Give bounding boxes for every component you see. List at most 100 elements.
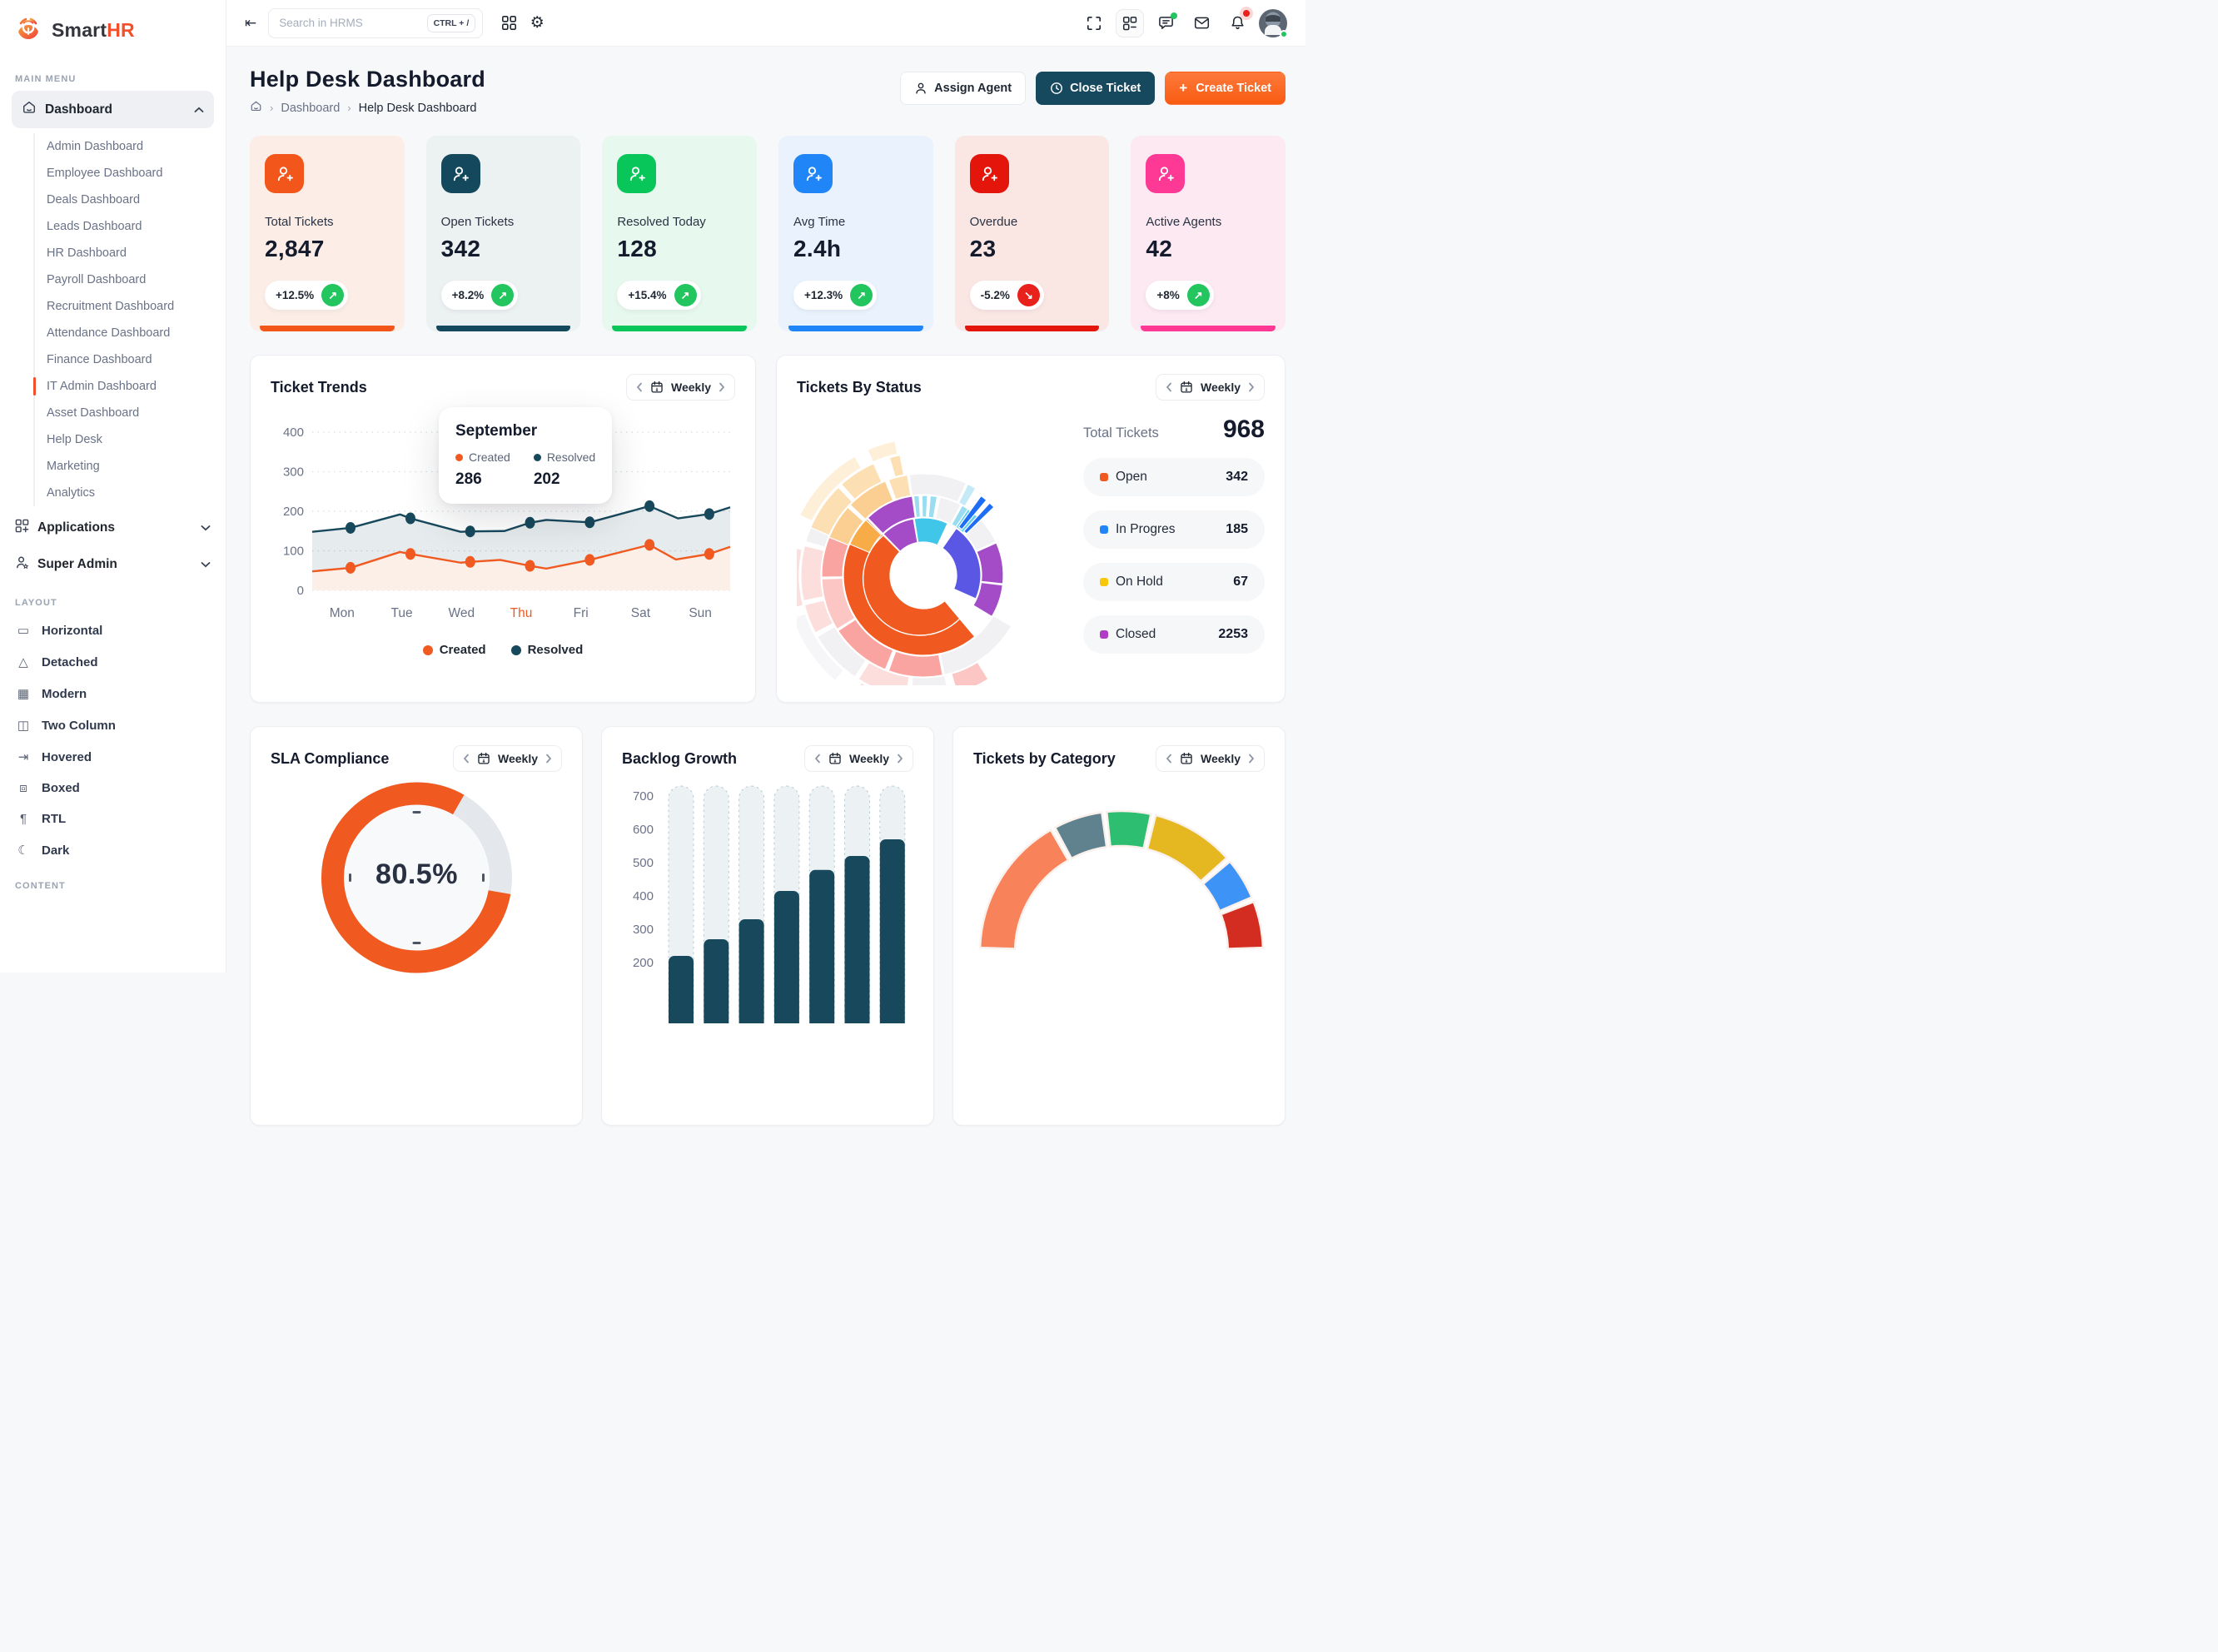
chevron-left-icon[interactable] bbox=[1166, 754, 1172, 764]
sidebar-item-two-column[interactable]: ◫ Two Column bbox=[0, 709, 226, 741]
sidebar-item-finance-dashboard[interactable]: Finance Dashboard bbox=[47, 353, 152, 366]
breadcrumb-home-icon[interactable] bbox=[250, 100, 262, 116]
chevron-left-icon[interactable] bbox=[1166, 382, 1172, 392]
sidebar-item-dark[interactable]: ☾ Dark bbox=[0, 834, 226, 866]
chat-icon[interactable] bbox=[1151, 9, 1180, 37]
trend-up-icon: ↗ bbox=[1186, 284, 1210, 306]
chevron-left-icon[interactable] bbox=[463, 754, 470, 764]
sidebar-collapse-icon[interactable]: ⇤ bbox=[245, 14, 257, 31]
breadcrumb-separator: › bbox=[270, 102, 274, 114]
category-gauge-chart bbox=[978, 809, 1265, 950]
chevron-right-icon[interactable] bbox=[719, 382, 725, 392]
period-selector-status[interactable]: Weekly bbox=[1156, 374, 1265, 401]
total-tickets-label: Total Tickets bbox=[1083, 425, 1159, 440]
total-tickets-value: 968 bbox=[1222, 415, 1265, 443]
card-title: Backlog Growth bbox=[622, 749, 738, 767]
trend-badge: +15.4% ↗ bbox=[617, 281, 701, 310]
horizontal-layout-icon: ▭ bbox=[17, 624, 30, 638]
brand-logo[interactable]: SmartHR bbox=[0, 0, 226, 59]
tickets-by-status-card: Tickets By Status Weekly Total Tickets 9… bbox=[776, 355, 1286, 703]
chevron-right-icon[interactable] bbox=[897, 754, 903, 764]
svg-text:700: 700 bbox=[633, 789, 654, 804]
sidebar-item-admin-dashboard[interactable]: Admin Dashboard bbox=[47, 140, 144, 153]
chevron-right-icon[interactable] bbox=[1248, 382, 1255, 392]
sidebar-item-payroll-dashboard[interactable]: Payroll Dashboard bbox=[47, 273, 147, 286]
plus-icon: + bbox=[1179, 80, 1188, 96]
ticket-trends-card: Ticket Trends Weekly 400 300 200 100 0 Mon Tue… bbox=[250, 355, 756, 703]
sidebar-item-super-admin[interactable]: Super Admin bbox=[0, 546, 226, 583]
sidebar-item-marketing[interactable]: Marketing bbox=[47, 460, 100, 473]
search-input[interactable] bbox=[279, 17, 427, 29]
sidebar-item-dashboard[interactable]: Dashboard bbox=[12, 91, 214, 128]
dashboard-layout-icon[interactable] bbox=[1116, 8, 1144, 37]
two-column-layout-icon: ◫ bbox=[17, 719, 30, 733]
chevron-left-icon[interactable] bbox=[636, 382, 643, 392]
sidebar-item-detached[interactable]: △ Detached bbox=[0, 646, 226, 678]
card-title: Tickets by Category bbox=[973, 749, 1116, 767]
dark-mode-icon: ☾ bbox=[17, 843, 29, 858]
create-ticket-button[interactable]: + Create Ticket bbox=[1165, 72, 1286, 105]
chevron-right-icon[interactable] bbox=[545, 754, 552, 764]
assign-agent-button[interactable]: Assign Agent bbox=[900, 72, 1027, 105]
user-plus-icon bbox=[1146, 154, 1186, 193]
sidebar-item-recruitment-dashboard[interactable]: Recruitment Dashboard bbox=[47, 300, 175, 313]
sidebar-item-hr-dashboard[interactable]: HR Dashboard bbox=[47, 246, 127, 260]
sidebar-item-applications[interactable]: Applications bbox=[0, 510, 226, 546]
period-selector-backlog[interactable]: Weekly bbox=[804, 745, 913, 772]
svg-text:300: 300 bbox=[283, 465, 304, 480]
svg-text:200: 200 bbox=[283, 505, 304, 519]
sidebar-item-asset-dashboard[interactable]: Asset Dashboard bbox=[47, 406, 140, 420]
sidebar-item-boxed[interactable]: ⧈ Boxed bbox=[0, 773, 226, 804]
sidebar-item-deals-dashboard[interactable]: Deals Dashboard bbox=[47, 193, 141, 206]
backlog-bar-chart: 700 600 500 400 300 200 bbox=[633, 785, 906, 1023]
user-plus-icon bbox=[617, 154, 657, 193]
topbar: ⇤ CTRL + / ⚙ bbox=[226, 0, 1305, 47]
apps-grid-icon[interactable] bbox=[495, 9, 523, 37]
charts-row: Ticket Trends Weekly 400 300 200 100 0 Mon Tue… bbox=[250, 355, 1286, 703]
chevron-left-icon[interactable] bbox=[814, 754, 821, 764]
notification-dot bbox=[1243, 9, 1250, 17]
svg-text:Sun: Sun bbox=[689, 606, 712, 620]
status-sunburst-chart bbox=[797, 440, 1012, 685]
sidebar-item-help-desk[interactable]: Help Desk bbox=[47, 433, 102, 446]
calendar-icon bbox=[651, 381, 663, 393]
sidebar-item-it-admin-dashboard[interactable]: IT Admin Dashboard bbox=[33, 373, 226, 400]
brand-logo-icon bbox=[13, 13, 43, 47]
svg-text:Thu: Thu bbox=[510, 606, 533, 620]
status-body: Total Tickets 968 Open 342 In Progres 18… bbox=[797, 402, 1265, 685]
bell-icon[interactable] bbox=[1223, 9, 1251, 37]
chevron-right-icon[interactable] bbox=[1248, 754, 1255, 764]
user-plus-icon bbox=[969, 154, 1009, 193]
close-ticket-button[interactable]: Close Ticket bbox=[1036, 72, 1156, 105]
period-selector-sla[interactable]: Weekly bbox=[453, 745, 562, 772]
period-selector-trends[interactable]: Weekly bbox=[626, 374, 735, 401]
global-search[interactable]: CTRL + / bbox=[268, 7, 484, 38]
sidebar-item-analytics[interactable]: Analytics bbox=[47, 486, 96, 500]
svg-text:300: 300 bbox=[633, 923, 654, 937]
stat-card-active-agents: Active Agents 42 +8% ↗ bbox=[1131, 136, 1286, 331]
calendar-icon bbox=[829, 752, 841, 764]
user-avatar[interactable] bbox=[1259, 8, 1288, 38]
sidebar-item-label: Dashboard bbox=[45, 102, 112, 117]
sidebar-item-attendance-dashboard[interactable]: Attendance Dashboard bbox=[47, 326, 171, 340]
svg-text:400: 400 bbox=[633, 889, 654, 903]
dashboard-submenu: Admin Dashboard Employee Dashboard Deals… bbox=[33, 133, 226, 506]
mail-icon[interactable] bbox=[1187, 9, 1216, 37]
sidebar-item-leads-dashboard[interactable]: Leads Dashboard bbox=[47, 220, 142, 233]
breadcrumb-parent[interactable]: Dashboard bbox=[281, 101, 341, 115]
sidebar-item-horizontal[interactable]: ▭ Horizontal bbox=[0, 615, 226, 646]
svg-text:100: 100 bbox=[283, 545, 304, 559]
ticket-trends-chart: 400 300 200 100 0 Mon Tue Wed Thu Fri Sat Sun bbox=[283, 425, 731, 620]
svg-text:Fri: Fri bbox=[574, 606, 589, 620]
svg-text:0: 0 bbox=[297, 584, 304, 598]
fullscreen-icon[interactable] bbox=[1080, 9, 1108, 37]
sidebar-item-hovered[interactable]: ⇥ Hovered bbox=[0, 741, 226, 773]
sidebar-item-rtl[interactable]: ¶ RTL bbox=[0, 804, 226, 834]
main-content: Help Desk Dashboard › Dashboard › Help D… bbox=[226, 47, 1305, 1126]
sidebar-item-employee-dashboard[interactable]: Employee Dashboard bbox=[47, 167, 163, 180]
settings-gear-icon[interactable]: ⚙ bbox=[530, 14, 545, 32]
sidebar-item-modern[interactable]: ▦ Modern bbox=[0, 678, 226, 709]
trend-up-icon: ↗ bbox=[674, 284, 697, 306]
trend-up-icon: ↗ bbox=[491, 284, 515, 306]
period-selector-category[interactable]: Weekly bbox=[1156, 745, 1265, 772]
